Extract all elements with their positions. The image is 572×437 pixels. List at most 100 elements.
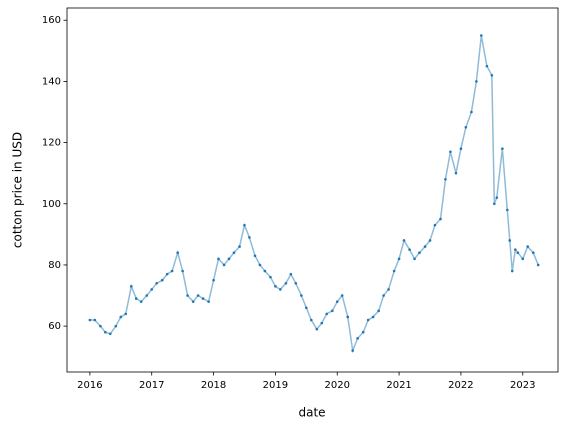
price-point xyxy=(124,312,128,316)
x-tick-label: 2022 xyxy=(448,380,473,391)
x-tick-label: 2021 xyxy=(386,380,411,391)
price-point xyxy=(269,275,272,279)
x-tick-label: 2023 xyxy=(510,380,535,391)
price-point xyxy=(263,269,267,273)
y-tick-label: 160 xyxy=(42,15,61,26)
price-point xyxy=(212,278,215,282)
x-tick-label: 2019 xyxy=(263,380,288,391)
price-point xyxy=(423,245,427,248)
price-point xyxy=(150,288,154,291)
price-point xyxy=(88,318,92,322)
price-point xyxy=(480,34,483,37)
price-point xyxy=(238,245,241,248)
price-point xyxy=(464,125,468,129)
price-point xyxy=(176,251,179,255)
price-point xyxy=(99,324,102,328)
price-point xyxy=(222,263,226,267)
price-point xyxy=(130,285,133,288)
price-point xyxy=(397,257,401,261)
price-point xyxy=(377,309,380,313)
price-point xyxy=(493,202,496,206)
price-point xyxy=(165,272,169,276)
price-point xyxy=(408,248,411,251)
price-point xyxy=(155,281,158,285)
price-point xyxy=(201,297,205,300)
x-tick-label: 2017 xyxy=(139,380,164,391)
price-point xyxy=(300,294,303,297)
price-point xyxy=(508,239,512,242)
y-tick-label: 120 xyxy=(42,138,61,149)
price-point xyxy=(475,80,478,83)
price-point xyxy=(134,297,138,300)
price-point xyxy=(325,312,329,316)
x-tick-label: 2018 xyxy=(201,380,226,391)
price-point xyxy=(305,306,308,310)
price-point xyxy=(439,217,442,221)
price-point xyxy=(470,110,473,114)
price-point xyxy=(139,300,143,303)
price-point xyxy=(433,223,437,227)
price-point xyxy=(217,257,220,261)
price-point xyxy=(119,315,123,319)
price-point xyxy=(284,281,288,285)
price-point xyxy=(114,324,118,328)
x-tick-label: 2016 xyxy=(77,380,102,391)
price-point xyxy=(531,251,535,255)
price-point xyxy=(93,318,97,322)
price-point xyxy=(505,208,509,212)
price-point xyxy=(279,288,282,291)
price-point xyxy=(108,332,112,336)
price-point xyxy=(454,171,458,175)
price-point xyxy=(351,349,354,352)
price-point xyxy=(413,257,416,261)
price-point xyxy=(382,294,385,297)
price-point xyxy=(191,300,195,303)
y-axis-label: cotton price in USD xyxy=(11,132,25,248)
price-point xyxy=(346,315,350,319)
price-point xyxy=(501,147,504,151)
x-axis-label: date xyxy=(298,406,325,420)
price-point xyxy=(510,269,514,273)
y-tick-label: 60 xyxy=(48,321,61,332)
price-point xyxy=(428,239,432,242)
price-point xyxy=(516,251,520,255)
price-point xyxy=(536,263,540,267)
price-point xyxy=(490,73,494,77)
price-point xyxy=(340,294,344,297)
price-point xyxy=(392,269,396,273)
price-point xyxy=(356,337,359,340)
price-point xyxy=(315,327,319,331)
price-point xyxy=(309,318,313,322)
price-point xyxy=(294,281,298,285)
price-line xyxy=(89,35,539,354)
price-point xyxy=(145,294,149,297)
price-point xyxy=(320,321,324,325)
price-point xyxy=(449,150,452,154)
price-point xyxy=(248,236,251,239)
price-point xyxy=(371,315,375,319)
price-point xyxy=(274,285,277,288)
price-point xyxy=(186,294,189,297)
price-point xyxy=(227,257,231,261)
price-point xyxy=(196,294,200,297)
price-point xyxy=(485,64,489,68)
price-point xyxy=(253,254,257,258)
price-point xyxy=(514,248,517,251)
price-point xyxy=(207,300,210,303)
price-point xyxy=(526,245,529,248)
price-point xyxy=(387,288,390,291)
y-tick-label: 100 xyxy=(42,199,61,210)
price-point xyxy=(181,269,184,273)
price-point xyxy=(232,251,236,255)
price-point xyxy=(521,257,525,261)
price-point xyxy=(289,272,293,276)
price-point xyxy=(243,223,246,227)
price-point xyxy=(495,196,499,199)
price-point xyxy=(170,269,174,273)
y-tick-label: 80 xyxy=(48,260,61,271)
axes-frame xyxy=(66,7,559,373)
y-tick-label: 140 xyxy=(42,76,61,87)
price-point xyxy=(366,318,370,322)
x-tick-label: 2020 xyxy=(325,380,350,391)
